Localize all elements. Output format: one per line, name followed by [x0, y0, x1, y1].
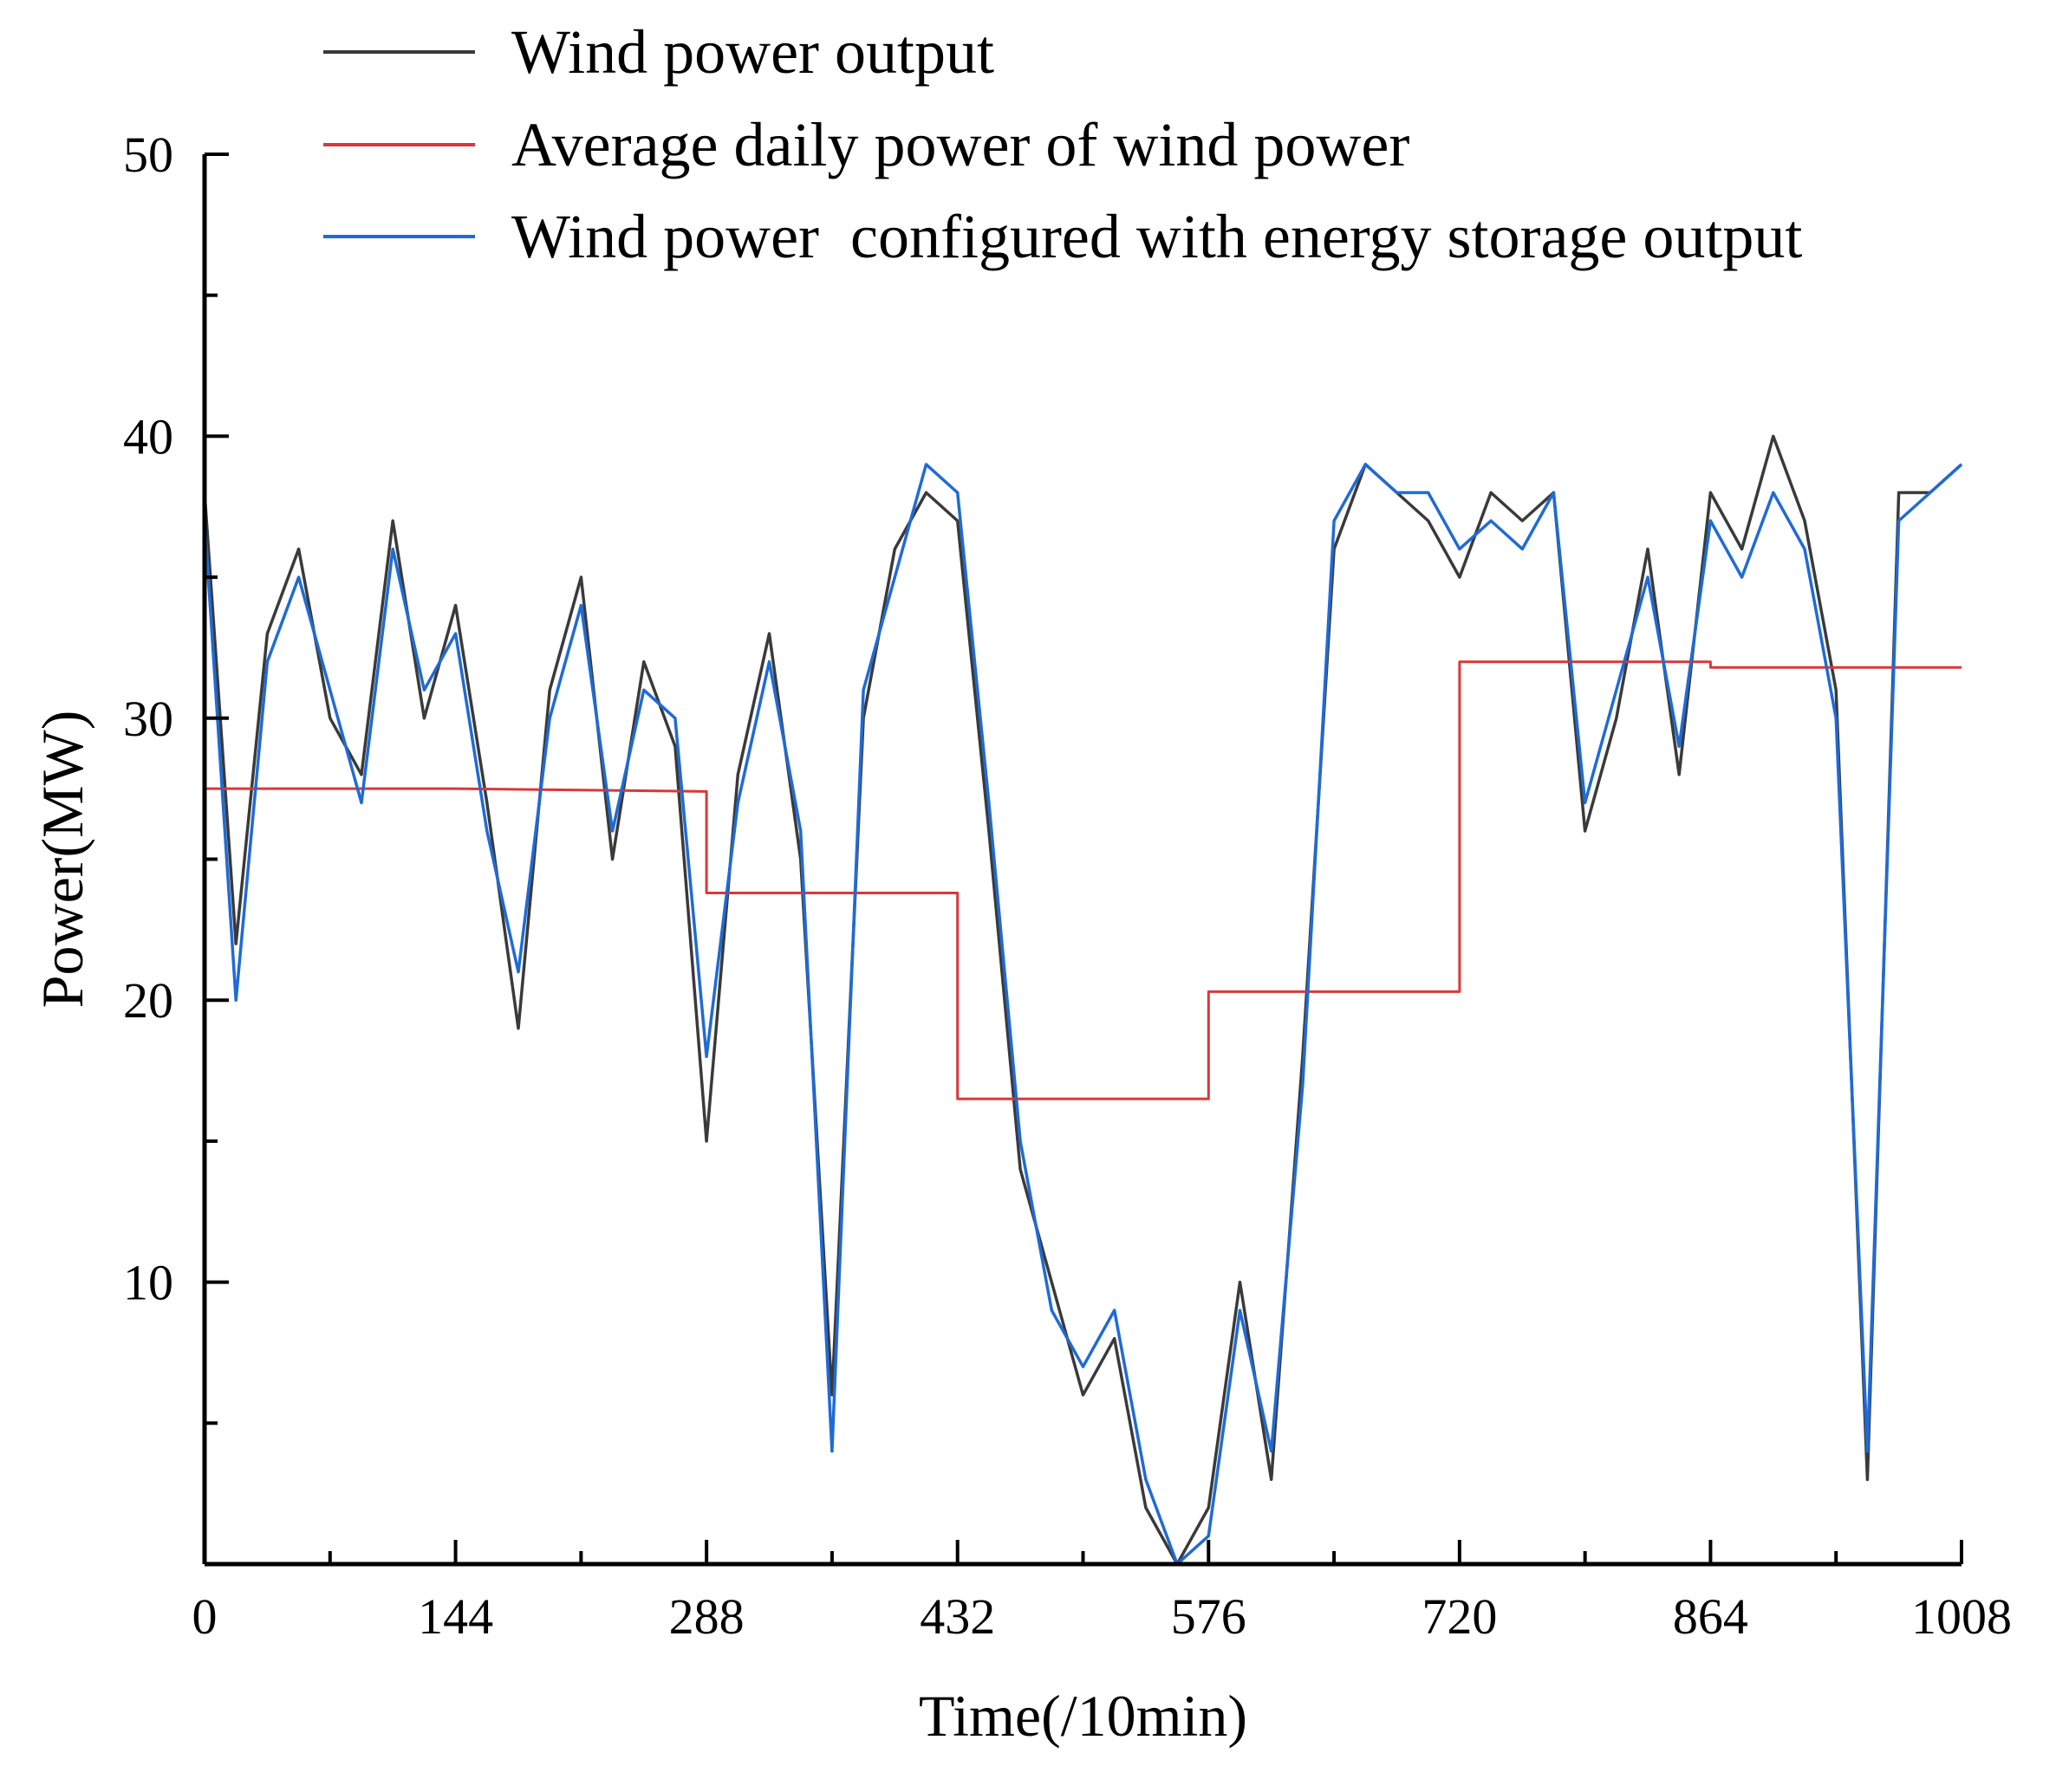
y-tick-label: 30	[123, 691, 173, 747]
y-tick-label: 10	[123, 1255, 173, 1311]
series-layer	[203, 434, 1963, 1566]
legend-label-storage: Wind power configured with energy storag…	[511, 202, 1802, 271]
x-tick-label: 288	[669, 1588, 745, 1645]
legend-label-average: Average daily power of wind power	[511, 110, 1409, 179]
x-tick-label: 864	[1673, 1588, 1748, 1645]
axes-layer	[202, 154, 1962, 1567]
ticks-layer: 0 144 288 432 576 720 864 1008 10 20 30 40 50	[123, 127, 2012, 1645]
x-tick-label: 1008	[1911, 1588, 2012, 1645]
x-tick-label: 144	[418, 1588, 493, 1645]
y-tick-label: 50	[123, 127, 173, 183]
x-tick-label: 720	[1422, 1588, 1497, 1645]
legend: Wind power output Average daily power of …	[323, 17, 1802, 271]
y-tick-label: 40	[123, 408, 173, 464]
x-tick-label: 432	[920, 1588, 995, 1645]
x-axis-title: Time(/10min)	[919, 1683, 1247, 1749]
x-tick-label: 576	[1171, 1588, 1246, 1645]
y-tick-label: 20	[123, 972, 173, 1029]
legend-label-wind: Wind power output	[511, 17, 994, 87]
series-line-storage	[203, 463, 1963, 1566]
series-line-average	[205, 660, 1962, 1101]
y-axis-title: Power(MW)	[29, 711, 95, 1009]
x-tick-label: 0	[192, 1588, 218, 1645]
